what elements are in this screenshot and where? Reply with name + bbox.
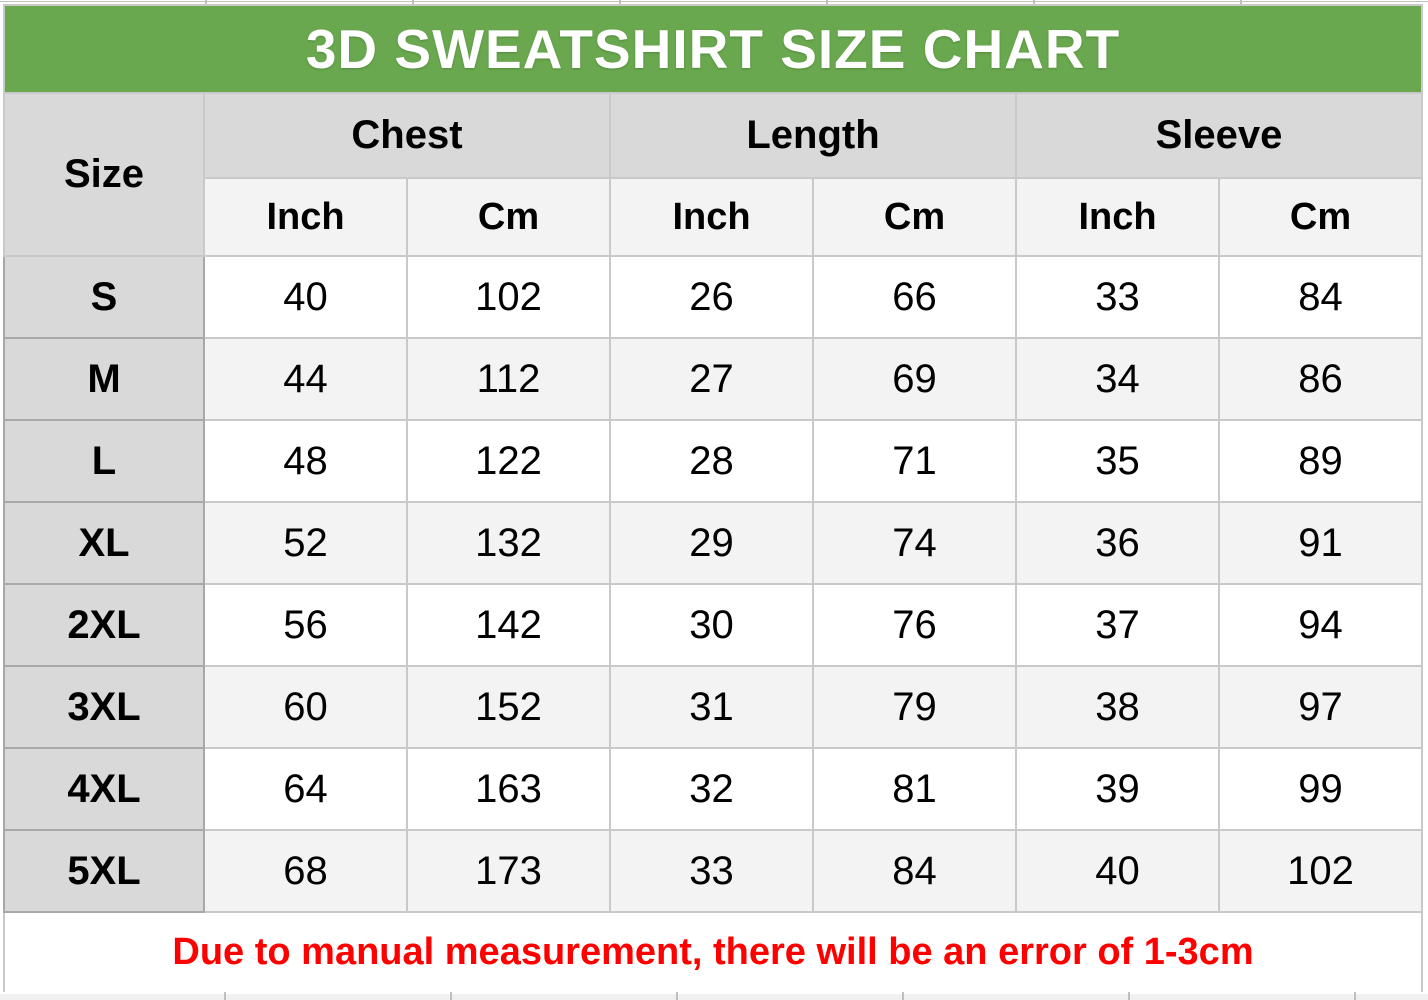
value-cell: 84 xyxy=(812,829,1017,913)
group-header-sleeve: Sleeve xyxy=(1014,92,1424,179)
value-cell: 102 xyxy=(406,255,611,339)
value-cell: 102 xyxy=(1217,829,1424,913)
group-header-chest: Chest xyxy=(203,92,611,179)
size-chart-table: 3D SWEATSHIRT SIZE CHART Size Chest Leng… xyxy=(2,4,1424,994)
page-title: 3D SWEATSHIRT SIZE CHART xyxy=(2,4,1424,94)
value-cell: 40 xyxy=(203,255,408,339)
value-cell: 56 xyxy=(203,583,408,667)
value-cell: 79 xyxy=(812,665,1017,749)
size-cell: 2XL xyxy=(3,583,205,667)
size-cell: M xyxy=(3,337,205,421)
value-cell: 64 xyxy=(203,747,408,831)
value-cell: 74 xyxy=(812,501,1017,585)
table-row: XL 52 132 29 74 36 91 xyxy=(3,501,1424,585)
table-row: S 40 102 26 66 33 84 xyxy=(3,255,1424,339)
table-row: 3XL 60 152 31 79 38 97 xyxy=(3,665,1424,749)
value-cell: 86 xyxy=(1217,337,1424,421)
measurement-note: Due to manual measurement, there will be… xyxy=(2,911,1424,994)
value-cell: 39 xyxy=(1015,747,1220,831)
value-cell: 112 xyxy=(406,337,611,421)
value-cell: 31 xyxy=(609,665,814,749)
size-cell: L xyxy=(3,419,205,503)
value-cell: 71 xyxy=(812,419,1017,503)
sheet-gridline-bottom xyxy=(0,992,1428,1000)
value-cell: 34 xyxy=(1015,337,1220,421)
value-cell: 122 xyxy=(406,419,611,503)
group-header-row: Size Chest Length Sleeve xyxy=(3,92,1424,257)
value-cell: 27 xyxy=(609,337,814,421)
value-cell: 68 xyxy=(203,829,408,913)
value-cell: 152 xyxy=(406,665,611,749)
value-cell: 33 xyxy=(1015,255,1220,339)
value-cell: 173 xyxy=(406,829,611,913)
table-row: 5XL 68 173 33 84 40 102 xyxy=(3,829,1424,913)
unit-header-sleeve-inch: Inch xyxy=(1015,177,1220,257)
table-row: 2XL 56 142 30 76 37 94 xyxy=(3,583,1424,667)
value-cell: 38 xyxy=(1015,665,1220,749)
unit-header-sleeve-cm: Cm xyxy=(1217,177,1424,257)
value-cell: 163 xyxy=(406,747,611,831)
value-cell: 142 xyxy=(406,583,611,667)
value-cell: 91 xyxy=(1217,501,1424,585)
size-cell: 4XL xyxy=(3,747,205,831)
value-cell: 60 xyxy=(203,665,408,749)
value-cell: 33 xyxy=(609,829,814,913)
value-cell: 36 xyxy=(1015,501,1220,585)
unit-header-length-cm: Cm xyxy=(812,177,1017,257)
table-row: 4XL 64 163 32 81 39 99 xyxy=(3,747,1424,831)
value-cell: 29 xyxy=(609,501,814,585)
value-cell: 99 xyxy=(1217,747,1424,831)
value-cell: 30 xyxy=(609,583,814,667)
value-cell: 97 xyxy=(1217,665,1424,749)
unit-header-length-inch: Inch xyxy=(609,177,814,257)
value-cell: 76 xyxy=(812,583,1017,667)
value-cell: 52 xyxy=(203,501,408,585)
value-cell: 26 xyxy=(609,255,814,339)
value-cell: 66 xyxy=(812,255,1017,339)
unit-header-row: Inch Cm Inch Cm Inch Cm xyxy=(4,177,1424,257)
value-cell: 81 xyxy=(812,747,1017,831)
size-cell: 3XL xyxy=(3,665,205,749)
table-row: L 48 122 28 71 35 89 xyxy=(3,419,1424,503)
unit-header-chest-inch: Inch xyxy=(203,177,408,257)
value-cell: 94 xyxy=(1217,583,1424,667)
value-cell: 89 xyxy=(1217,419,1424,503)
value-cell: 84 xyxy=(1217,255,1424,339)
value-cell: 48 xyxy=(203,419,408,503)
sheet-gridline-top xyxy=(0,0,1428,4)
size-column-header: Size xyxy=(3,92,205,257)
table-row: M 44 112 27 69 34 86 xyxy=(3,337,1424,421)
size-cell: 5XL xyxy=(3,829,205,913)
value-cell: 132 xyxy=(406,501,611,585)
value-cell: 35 xyxy=(1015,419,1220,503)
value-cell: 37 xyxy=(1015,583,1220,667)
unit-header-chest-cm: Cm xyxy=(406,177,611,257)
value-cell: 28 xyxy=(609,419,814,503)
value-cell: 32 xyxy=(609,747,814,831)
group-header-length: Length xyxy=(609,92,1017,179)
size-cell: XL xyxy=(3,501,205,585)
value-cell: 69 xyxy=(812,337,1017,421)
title-banner: 3D SWEATSHIRT SIZE CHART xyxy=(2,4,1424,94)
value-cell: 40 xyxy=(1015,829,1220,913)
note-row: Due to manual measurement, there will be… xyxy=(2,911,1424,994)
value-cell: 44 xyxy=(203,337,408,421)
size-cell: S xyxy=(3,255,205,339)
